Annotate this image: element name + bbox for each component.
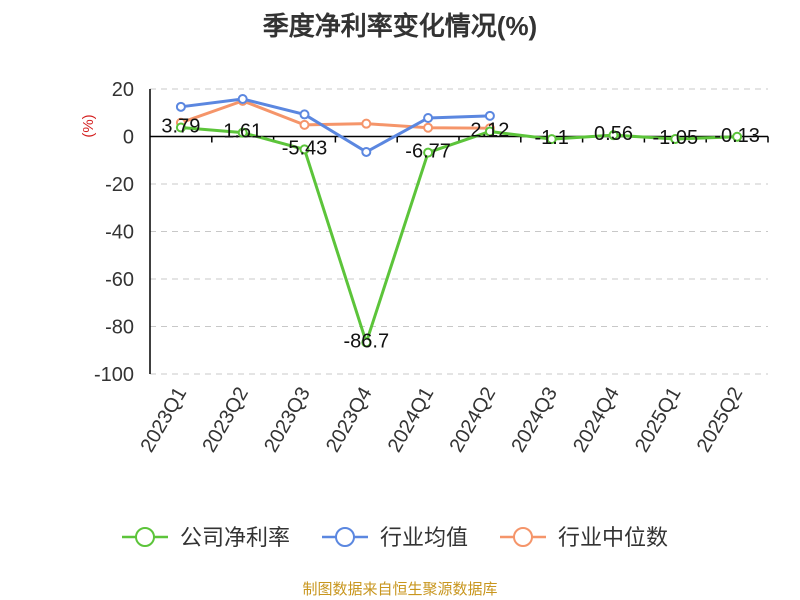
y-tick-label: -20: [105, 174, 134, 196]
data-point: [732, 131, 743, 142]
x-tick-label: 2025Q1: [631, 384, 686, 457]
y-tick-label: 0: [123, 127, 134, 149]
y-tick-label: 20: [112, 79, 134, 101]
data-label: 2.12: [470, 119, 509, 141]
data-label: -1.05: [653, 127, 699, 149]
legend-label: 行业均值: [380, 526, 468, 551]
legend-label: 行业中位数: [558, 526, 668, 551]
data-label: -6.77: [405, 141, 451, 163]
series-lines: [175, 93, 743, 348]
source-footer: 制图数据来自恒生聚源数据库: [302, 581, 498, 598]
x-tick-label: 2023Q1: [137, 384, 192, 457]
grid-lines: [150, 88, 768, 375]
data-label: 3.79: [161, 115, 200, 137]
data-point: [361, 146, 372, 157]
data-label: 1.61: [223, 121, 262, 143]
series-line-0: [180, 126, 738, 344]
x-tick-label: 2023Q4: [322, 384, 377, 457]
data-point: [423, 147, 434, 158]
x-tick-label: 2024Q1: [384, 384, 439, 457]
data-label: -0.13: [714, 125, 760, 147]
data-point: [237, 127, 248, 138]
data-point: [361, 337, 372, 348]
data-label: -86.7: [344, 330, 390, 352]
x-tick-label: 2023Q3: [260, 384, 315, 457]
data-point: [299, 119, 310, 130]
y-tick-label: -100: [94, 364, 134, 386]
data-point: [361, 118, 372, 129]
data-label: -1.1: [534, 127, 568, 149]
y-tick-label: -40: [105, 222, 134, 244]
series-line-2: [180, 99, 490, 130]
data-point: [608, 130, 619, 141]
data-point: [423, 112, 434, 123]
data-labels: 3.79 1.61 -5.43 -86.7 -6.77 2.12 -1.1 0.56 -1.05…: [161, 115, 759, 352]
x-tick-label: 2024Q2: [446, 384, 501, 457]
x-axis-ticks: 2023Q1 2023Q2 2023Q3 2023Q4 2024Q1 2024Q2 2024…: [137, 384, 748, 457]
y-tick-label: -80: [105, 317, 134, 339]
chart-title: 季度净利率变化情况(%): [262, 11, 538, 41]
data-point: [484, 110, 495, 121]
data-point: [484, 126, 495, 137]
legend-swatch-marker: [513, 527, 533, 547]
data-point: [546, 134, 557, 145]
x-tick-label: 2025Q2: [693, 384, 748, 457]
data-point: [299, 109, 310, 120]
data-label: 0.56: [594, 123, 633, 145]
data-point: [423, 122, 434, 133]
y-axis-ticks: 20 0 -20 -40 -60 -80 -100: [94, 79, 134, 386]
legend-swatch-marker: [335, 527, 355, 547]
data-point: [175, 101, 186, 112]
data-point: [299, 144, 310, 155]
x-tick-label: 2024Q3: [507, 384, 562, 457]
y-tick-label: -60: [105, 269, 134, 291]
x-tick-label: 2024Q4: [569, 384, 624, 457]
x-tick-label: 2023Q2: [198, 384, 253, 457]
data-point: [175, 122, 186, 133]
legend-swatch-marker: [135, 527, 155, 547]
data-point: [670, 133, 681, 144]
y-axis-unit-label: (%): [80, 114, 97, 137]
legend-label: 公司净利率: [180, 526, 290, 551]
data-point: [237, 93, 248, 104]
series-line-1: [180, 97, 490, 154]
data-label: -5.43: [282, 137, 328, 159]
legend: 公司净利率 行业均值 行业中位数: [122, 526, 668, 551]
